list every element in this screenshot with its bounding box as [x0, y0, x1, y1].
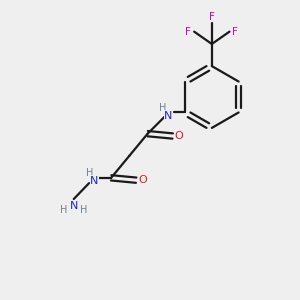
Text: N: N	[164, 111, 172, 121]
Text: H: H	[80, 205, 88, 215]
Text: H: H	[60, 205, 67, 215]
Text: N: N	[90, 176, 99, 186]
Text: H: H	[159, 103, 166, 113]
Text: F: F	[185, 27, 191, 37]
Text: O: O	[175, 131, 184, 141]
Text: F: F	[209, 12, 215, 22]
Text: F: F	[232, 27, 238, 37]
Text: H: H	[86, 167, 93, 178]
Text: N: N	[70, 200, 78, 211]
Text: O: O	[138, 175, 147, 185]
